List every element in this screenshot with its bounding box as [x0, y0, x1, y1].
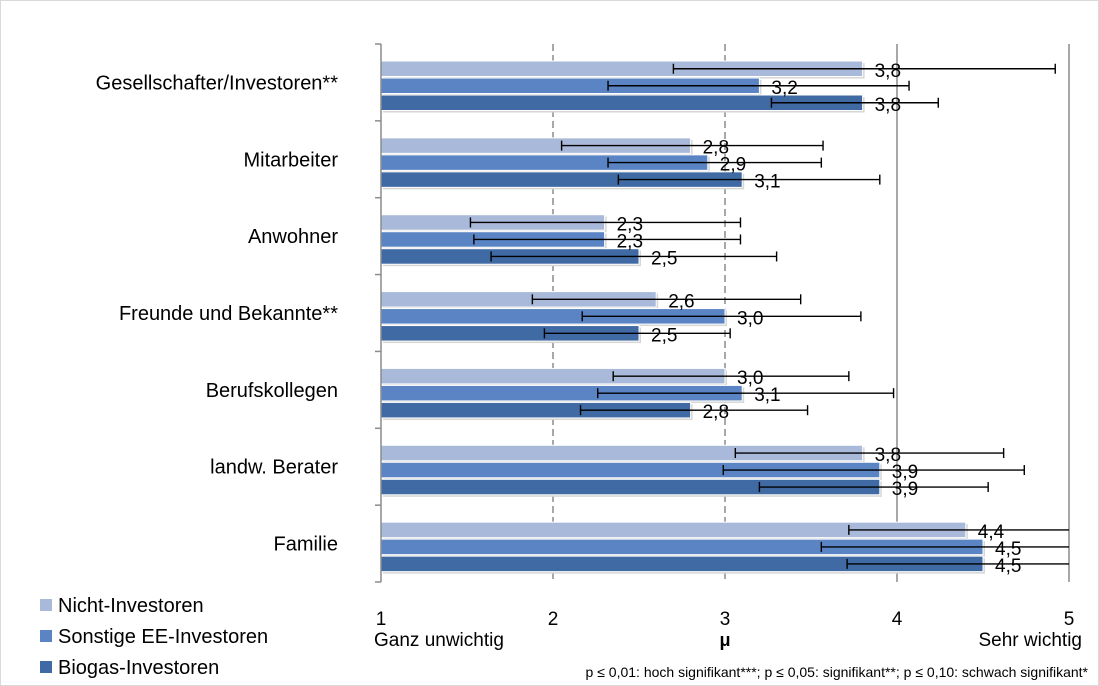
- value-label: 4,5: [995, 556, 1021, 577]
- value-label: 3,1: [754, 385, 780, 406]
- legend-entry: Sonstige EE-Investoren: [58, 626, 268, 648]
- legend-entry: Biogas-Investoren: [58, 657, 219, 679]
- value-label: 3,8: [875, 445, 901, 466]
- x-tick-label: 4: [892, 609, 903, 630]
- legend-swatch: [40, 630, 52, 642]
- x-tick-label: 2: [548, 609, 559, 630]
- legend-entry: Nicht-Investoren: [58, 595, 204, 617]
- category-label: Gesellschafter/Investoren**: [96, 72, 339, 94]
- value-label: 4,5: [995, 539, 1021, 560]
- value-label: 4,4: [978, 522, 1005, 543]
- legend-swatch: [40, 661, 52, 673]
- bars: [380, 60, 1069, 574]
- value-label: 3,0: [737, 308, 763, 329]
- x-tick-label: 5: [1064, 609, 1075, 630]
- category-label: Berufskollegen: [206, 380, 338, 402]
- category-label: Mitarbeiter: [244, 149, 339, 171]
- value-label: 2,8: [703, 402, 729, 423]
- category-label: landw. Berater: [210, 457, 338, 479]
- legend-swatch: [40, 599, 52, 611]
- category-label: Familie: [274, 534, 338, 556]
- value-label: 3,1: [754, 172, 780, 193]
- axes: [375, 43, 382, 583]
- value-label: 2,5: [651, 325, 677, 346]
- value-label: 2,3: [617, 214, 643, 235]
- value-label: 3,8: [875, 61, 901, 82]
- x-tick-label: 3: [720, 609, 731, 630]
- value-label: 3,9: [892, 462, 918, 483]
- value-label: 3,0: [737, 368, 763, 389]
- value-label: 2,6: [668, 291, 694, 312]
- labels: 3,83,23,8Gesellschafter/Investoren**2,82…: [96, 61, 1089, 680]
- value-label: 2,8: [703, 138, 729, 159]
- x-axis-label: μ: [719, 630, 730, 650]
- value-label: 3,8: [875, 95, 901, 116]
- legend: Nicht-Investoren Sonstige EE-Investoren Bi…: [40, 595, 268, 679]
- footnote: p ≤ 0,01: hoch signifikant***; p ≤ 0,05:…: [586, 664, 1089, 680]
- value-label: 2,5: [651, 248, 677, 269]
- category-label: Anwohner: [248, 226, 338, 248]
- value-label: 2,9: [720, 155, 746, 176]
- value-label: 3,9: [892, 479, 918, 500]
- x-min-label: Ganz unwichtig: [374, 630, 504, 651]
- x-tick-label: 1: [376, 609, 387, 630]
- x-max-label: Sehr wichtig: [979, 630, 1083, 651]
- category-label: Freunde und Bekannte**: [119, 303, 338, 325]
- value-label: 2,3: [617, 231, 643, 252]
- value-label: 3,2: [771, 78, 797, 99]
